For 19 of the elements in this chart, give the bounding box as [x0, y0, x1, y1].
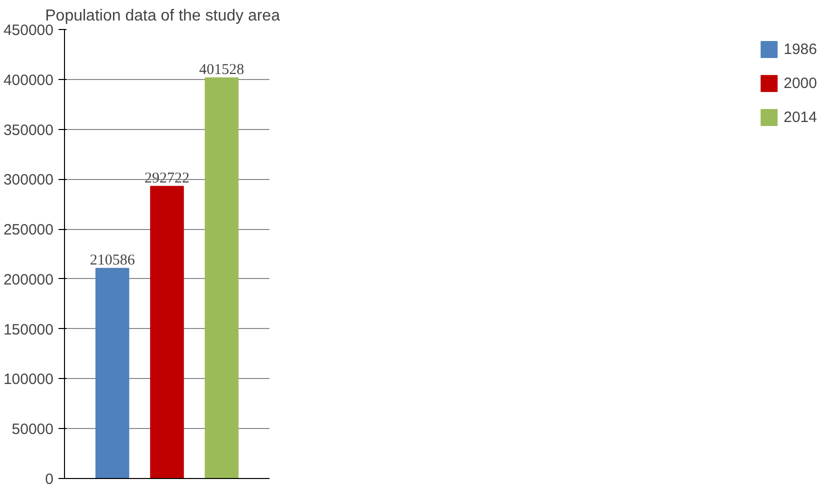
- y-tick-label: 50000: [12, 421, 54, 438]
- data-label: 401528: [199, 62, 244, 78]
- chart-title: Population data of the study area: [45, 8, 280, 24]
- legend-label: 2014: [784, 108, 817, 126]
- legend-label: 2000: [784, 74, 817, 92]
- y-tick-label: 250000: [3, 222, 54, 239]
- y-tick-label: 100000: [3, 371, 54, 388]
- data-label: 210586: [90, 252, 136, 268]
- y-tick-label: 150000: [3, 321, 54, 338]
- y-tick-label: 350000: [3, 122, 54, 139]
- bar: [95, 268, 130, 478]
- y-tick-label: 400000: [3, 72, 54, 89]
- y-tick-label: 300000: [3, 172, 54, 189]
- legend-label: 1986: [784, 40, 817, 58]
- y-tick-label: 200000: [3, 271, 54, 288]
- bar: [150, 186, 184, 478]
- bar: [204, 77, 239, 478]
- y-tick-label: 450000: [3, 22, 54, 39]
- y-tick-label: 0: [45, 471, 54, 484]
